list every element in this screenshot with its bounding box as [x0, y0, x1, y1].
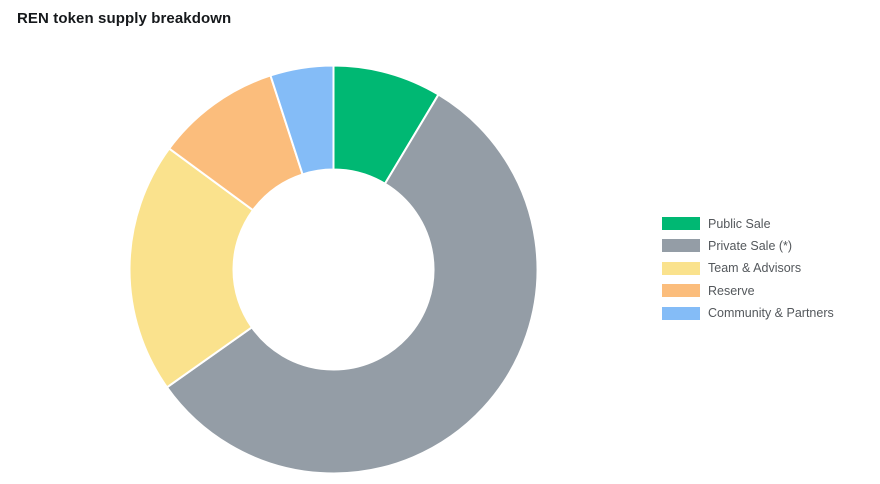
legend-item-public-sale[interactable]: Public Sale	[662, 216, 834, 231]
legend-item-community-partners[interactable]: Community & Partners	[662, 306, 834, 321]
legend-label: Public Sale	[708, 216, 771, 231]
legend-label: Community & Partners	[708, 306, 834, 321]
chart-legend: Public Sale Private Sale (*) Team & Adviso…	[662, 217, 834, 320]
legend-label: Reserve	[708, 283, 755, 298]
legend-swatch	[662, 306, 700, 320]
legend-label: Private Sale (*)	[708, 238, 793, 253]
legend-item-private-sale[interactable]: Private Sale (*)	[662, 238, 834, 253]
legend-label: Team & Advisors	[708, 261, 802, 276]
donut-slice-private-sale[interactable]	[165, 93, 539, 475]
legend-swatch	[662, 284, 700, 298]
donut-slice-community-partners[interactable]	[269, 64, 335, 176]
chart-title: REN token supply breakdown	[17, 10, 232, 27]
legend-swatch	[662, 239, 700, 253]
donut-slice-team-advisors[interactable]	[128, 147, 254, 389]
legend-swatch	[662, 217, 700, 230]
legend-item-team-advisors[interactable]: Team & Advisors	[662, 261, 834, 276]
legend-item-reserve[interactable]: Reserve	[662, 283, 834, 298]
legend-swatch	[662, 261, 700, 275]
